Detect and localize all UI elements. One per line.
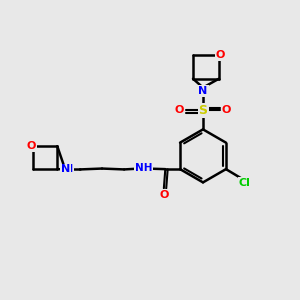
Text: Cl: Cl (238, 178, 250, 188)
Text: O: O (27, 141, 36, 151)
Text: N: N (61, 164, 70, 174)
Text: N: N (64, 164, 73, 174)
Text: O: O (175, 105, 184, 115)
Text: S: S (199, 104, 208, 117)
Text: O: O (222, 105, 231, 115)
Text: N: N (198, 86, 208, 96)
Text: NH: NH (135, 163, 153, 173)
Text: N: N (198, 86, 208, 96)
Text: O: O (159, 190, 169, 200)
Text: O: O (216, 50, 225, 60)
